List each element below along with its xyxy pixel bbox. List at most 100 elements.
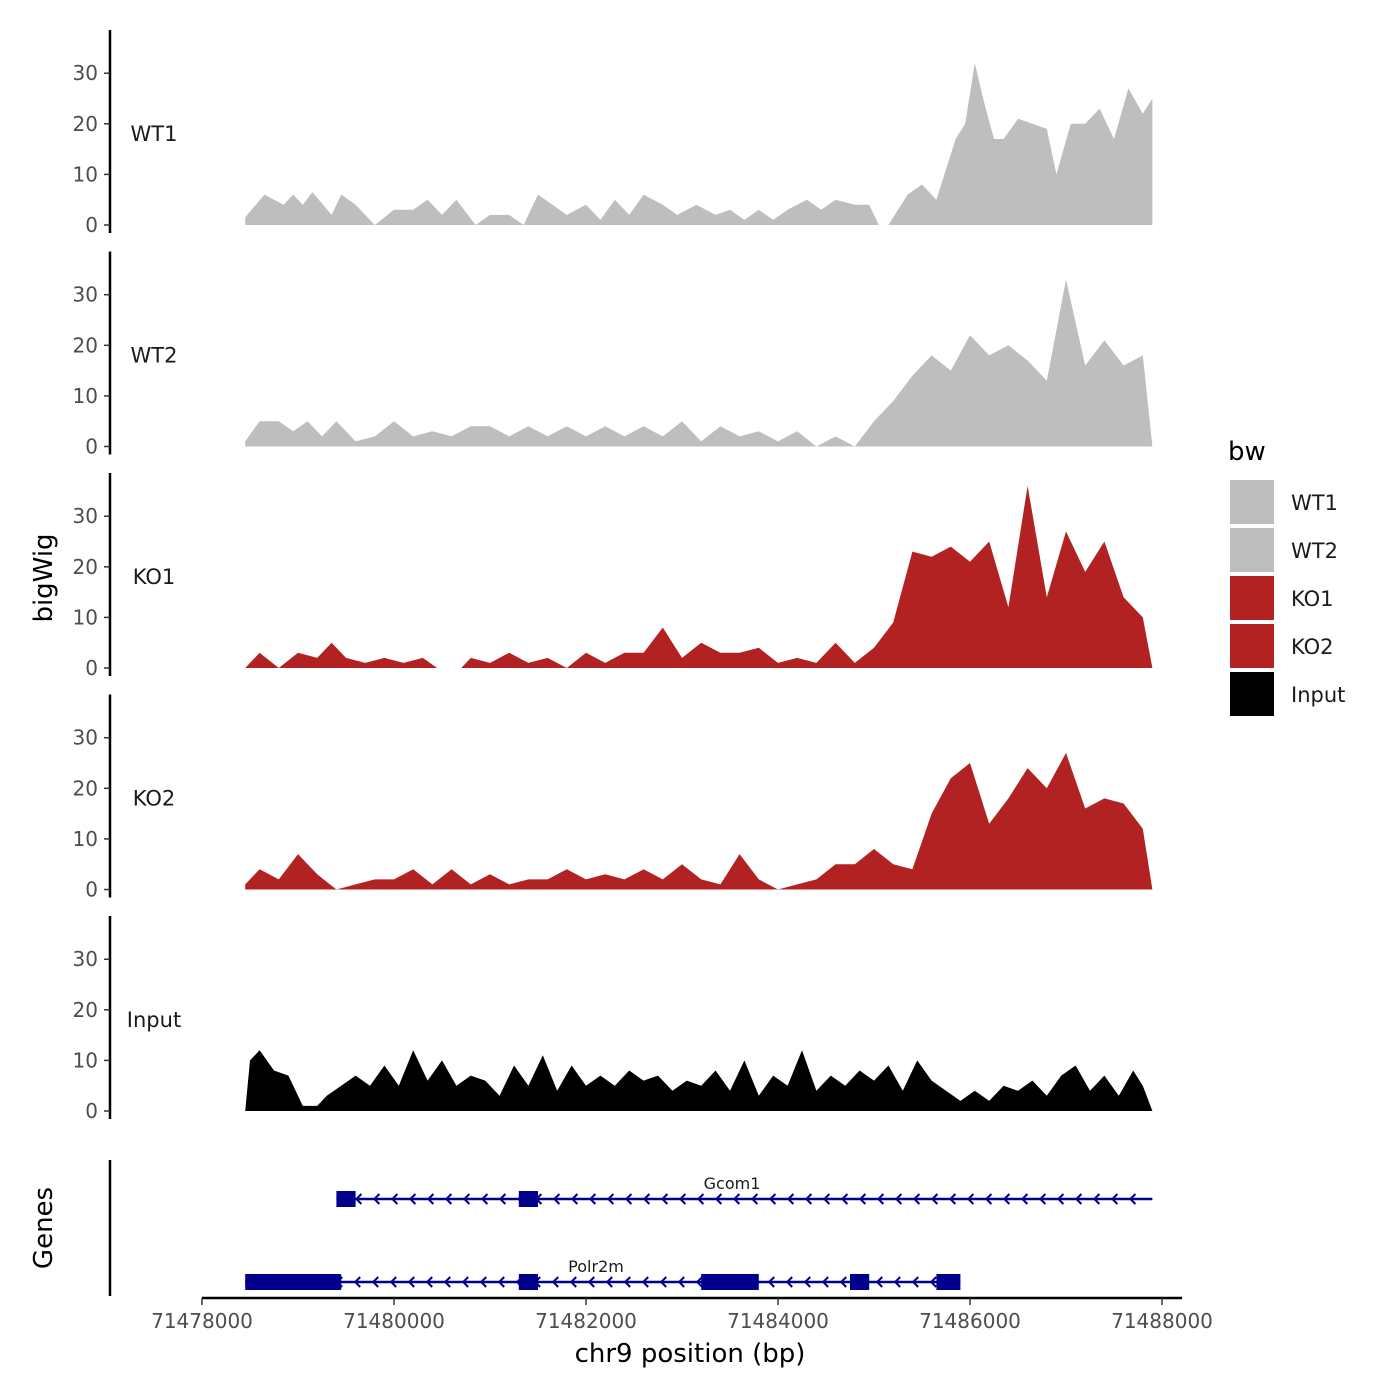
legend-entry-ko1: KO1 <box>1230 576 1334 620</box>
strand-arrow <box>1002 1193 1011 1205</box>
genes-panel: Gcom1 Polr2m <box>108 1160 1153 1296</box>
strand-arrow <box>875 1276 883 1288</box>
y-tick-label: 0 <box>85 213 98 237</box>
strand-arrow <box>462 1193 471 1205</box>
track-area-input <box>245 1050 1153 1111</box>
strand-arrow <box>641 1276 649 1288</box>
track-label-ko2: KO2 <box>133 787 176 811</box>
strand-arrow <box>911 1276 919 1288</box>
strand-arrow <box>587 1276 595 1288</box>
y-tick-label: 10 <box>73 162 98 186</box>
track-ko1: 0 10 20 30 KO1 <box>73 473 1153 680</box>
legend-swatch <box>1230 576 1274 620</box>
y-tick-label: 20 <box>73 776 98 800</box>
strand-arrow <box>930 1193 939 1205</box>
strand-arrow <box>804 1193 813 1205</box>
track-area-wt1 <box>245 63 1153 225</box>
strand-arrow <box>894 1193 903 1205</box>
strand-arrow <box>984 1193 993 1205</box>
y-tick-label: 20 <box>73 555 98 579</box>
x-axis: 71478000 71480000 71482000 71484000 71486000… <box>151 1296 1213 1333</box>
strand-arrow <box>839 1276 847 1288</box>
strand-arrow <box>696 1193 705 1205</box>
strand-arrow <box>768 1193 777 1205</box>
strand-arrow <box>407 1276 415 1288</box>
gene-label-gcom1: Gcom1 <box>704 1174 761 1193</box>
strand-arrow <box>660 1193 669 1205</box>
strand-arrow <box>642 1193 651 1205</box>
strand-arrow <box>785 1276 793 1288</box>
strand-arrow <box>552 1193 561 1205</box>
y-tick-label: 0 <box>85 1099 98 1123</box>
strand-arrow <box>803 1276 811 1288</box>
strand-arrow <box>444 1193 453 1205</box>
strand-arrow <box>750 1193 759 1205</box>
exon <box>850 1274 870 1290</box>
strand-arrow <box>714 1193 723 1205</box>
strand-arrow <box>1038 1193 1047 1205</box>
strand-arrow <box>390 1193 399 1205</box>
exon <box>936 1274 961 1290</box>
track-area-ko1 <box>245 485 1153 668</box>
y-tick-label: 0 <box>85 656 98 680</box>
strand-arrow <box>1128 1193 1137 1205</box>
strand-arrow <box>623 1276 631 1288</box>
strand-arrow <box>840 1193 849 1205</box>
track-input: 0 10 20 30 Input <box>73 916 1153 1123</box>
strand-arrow <box>822 1193 831 1205</box>
strand-arrow <box>678 1193 687 1205</box>
strand-arrow <box>732 1193 741 1205</box>
x-tick-label: 71484000 <box>727 1309 829 1333</box>
x-tick-label: 71482000 <box>535 1309 637 1333</box>
strand-arrow <box>767 1276 775 1288</box>
strand-arrow <box>948 1193 957 1205</box>
exon <box>518 1191 538 1207</box>
strand-arrow <box>1056 1193 1065 1205</box>
y-tick-label: 20 <box>73 333 98 357</box>
y-tick-label: 10 <box>73 605 98 629</box>
legend-swatch <box>1230 672 1274 716</box>
x-tick-label: 71478000 <box>151 1309 253 1333</box>
genes-panel-title: Genes <box>29 1187 59 1269</box>
strand-arrow <box>876 1193 885 1205</box>
strand-arrow <box>858 1193 867 1205</box>
strand-arrow <box>479 1276 487 1288</box>
track-wt1: 0 10 20 30 WT1 <box>73 30 1153 237</box>
legend-swatch <box>1230 480 1274 524</box>
strand-arrow <box>605 1276 613 1288</box>
strand-arrow <box>1074 1193 1083 1205</box>
gene-polr2m: Polr2m <box>245 1257 961 1290</box>
strand-arrow <box>606 1193 615 1205</box>
strand-arrow <box>480 1193 489 1205</box>
y-axis-title: bigWig <box>29 533 59 622</box>
strand-arrow <box>677 1276 685 1288</box>
strand-arrow <box>624 1193 633 1205</box>
strand-arrow <box>1110 1193 1119 1205</box>
track-label-ko1: KO1 <box>133 565 176 589</box>
strand-arrow <box>371 1276 379 1288</box>
legend-label: WT1 <box>1291 491 1338 515</box>
track-wt2: 0 10 20 30 WT2 <box>73 251 1153 459</box>
y-tick-label: 30 <box>73 504 98 528</box>
track-area-ko2 <box>245 752 1153 890</box>
y-tick-label: 10 <box>73 827 98 851</box>
exon <box>245 1274 342 1290</box>
exon <box>518 1274 538 1290</box>
strand-arrow <box>353 1276 361 1288</box>
legend-swatch <box>1230 624 1274 668</box>
y-tick-label: 10 <box>73 1048 98 1072</box>
x-axis-title: chr9 position (bp) <box>575 1339 806 1369</box>
y-tick-label: 20 <box>73 998 98 1022</box>
strand-arrow <box>966 1193 975 1205</box>
legend-label: Input <box>1291 683 1345 707</box>
strand-arrow <box>1020 1193 1029 1205</box>
strand-arrow <box>497 1276 505 1288</box>
strand-arrow <box>443 1276 451 1288</box>
y-tick-label: 30 <box>73 947 98 971</box>
x-tick-label: 71486000 <box>919 1309 1021 1333</box>
strand-arrow <box>570 1193 579 1205</box>
strand-arrow <box>929 1276 937 1288</box>
y-tick-label: 0 <box>85 435 98 459</box>
gene-gcom1: Gcom1 <box>336 1174 1153 1207</box>
